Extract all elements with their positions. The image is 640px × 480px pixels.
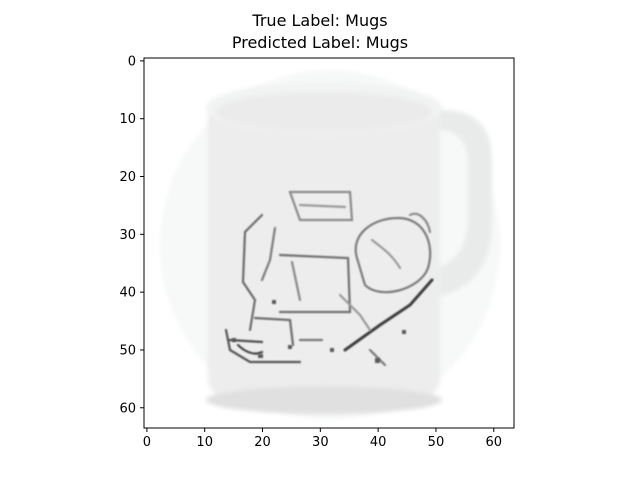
y-tick-label: 20 [119,170,136,185]
mug-body [206,82,442,414]
mug-sketch [224,190,434,367]
sketch-speckles [232,300,406,363]
y-tick-label: 10 [119,112,136,127]
x-tick-label: 50 [428,435,445,450]
y-tick-label: 30 [119,228,136,243]
y-tick-label: 0 [128,54,136,69]
x-tick-label: 10 [196,435,213,450]
mug-handle [430,109,492,298]
axes-frame [143,57,515,429]
mug-image [144,58,514,428]
x-tick-label: 20 [254,435,271,450]
x-tick-label: 0 [143,435,151,450]
x-tick-label: 60 [485,435,502,450]
x-tick-label: 40 [370,435,387,450]
figure-title-line-2: Predicted Label: Mugs [231,33,409,52]
y-tick-label: 50 [119,343,136,358]
y-tick-label: 40 [119,286,136,301]
x-tick-label: 30 [312,435,329,450]
y-axis-ticks: 0 10 20 30 40 50 60 [119,54,144,416]
x-axis-ticks: 0 10 20 30 40 50 60 [143,428,502,450]
y-tick-label: 60 [119,401,136,416]
figure-title-line-1: True Label: Mugs [252,11,388,30]
